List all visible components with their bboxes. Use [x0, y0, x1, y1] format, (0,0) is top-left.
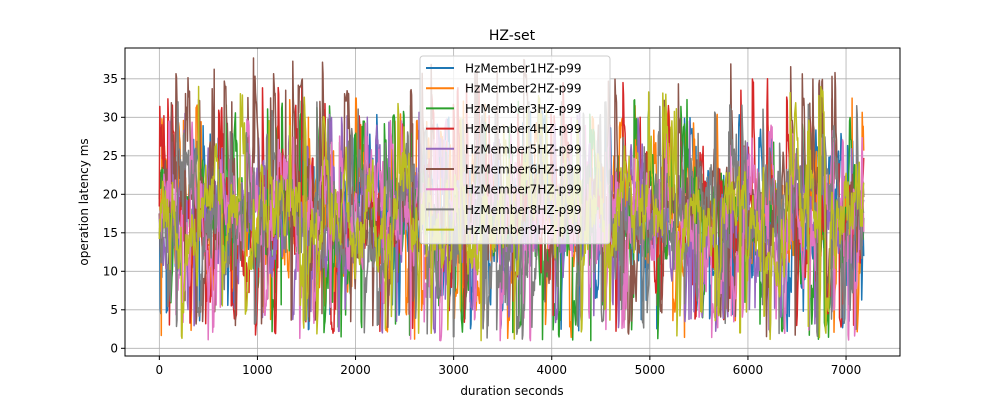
x-tick-label: 7000	[831, 363, 862, 377]
axis-ticks: 0 1000 2000 3000 4000 5000 6000 7000 0 5 10 15 20 25 3…	[103, 72, 862, 377]
y-tick-label: 15	[103, 226, 118, 240]
legend-label: HzMember1HZ-p99	[465, 62, 582, 76]
chart-title: HZ-set	[489, 28, 536, 44]
x-tick-label: 2000	[340, 363, 371, 377]
legend-label: HzMember4HZ-p99	[465, 122, 582, 136]
x-axis-label: duration seconds	[460, 384, 563, 398]
legend-label: HzMember6HZ-p99	[465, 163, 582, 177]
x-tick-label: 6000	[733, 363, 764, 377]
x-tick-label: 3000	[438, 363, 469, 377]
legend-box	[419, 55, 611, 245]
x-tick-label: 0	[156, 363, 164, 377]
y-tick-label: 5	[110, 303, 118, 317]
legend-label: HzMember8HZ-p99	[465, 203, 582, 217]
y-tick-label: 30	[103, 110, 118, 124]
y-tick-label: 20	[103, 187, 118, 201]
y-tick-label: 35	[103, 72, 118, 86]
legend-label: HzMember5HZ-p99	[465, 142, 582, 156]
y-axis-label: operation latency ms	[77, 138, 91, 265]
legend-label: HzMember9HZ-p99	[465, 223, 582, 237]
x-tick-label: 1000	[242, 363, 273, 377]
y-tick-label: 25	[103, 149, 118, 163]
legend-label: HzMember7HZ-p99	[465, 183, 582, 197]
plot-frame	[124, 47, 901, 357]
legend-label: HzMember3HZ-p99	[465, 102, 582, 116]
y-tick-label: 0	[110, 341, 118, 355]
legend-label: HzMember2HZ-p99	[465, 82, 582, 96]
y-tick-label: 10	[103, 264, 118, 278]
x-tick-label: 4000	[536, 363, 567, 377]
x-tick-label: 5000	[635, 363, 666, 377]
legend: HzMember1HZ-p99 HzMember2HZ-p99 HzMember3H…	[419, 55, 611, 245]
